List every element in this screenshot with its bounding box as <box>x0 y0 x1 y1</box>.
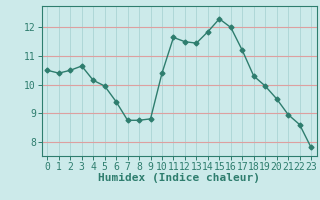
X-axis label: Humidex (Indice chaleur): Humidex (Indice chaleur) <box>98 173 260 183</box>
